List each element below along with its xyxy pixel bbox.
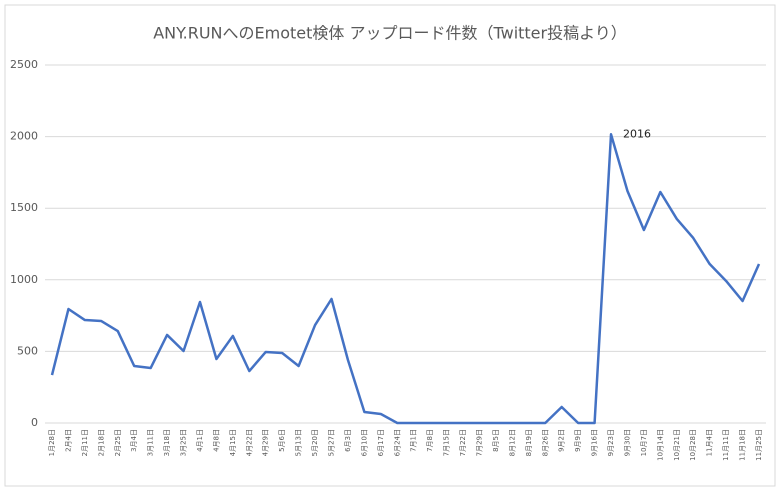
- x-tick-label: 3月18日: [163, 429, 171, 456]
- chart-title: ANY.RUNへのEmotet検体 アップロード件数（Twitter投稿より）: [153, 24, 627, 43]
- x-tick-label: 10月14日: [656, 429, 664, 461]
- x-tick-label: 10月28日: [689, 429, 697, 461]
- x-tick-label: 3月4日: [130, 429, 138, 452]
- x-tick-label: 4月8日: [212, 429, 220, 452]
- x-tick-label: 10月7日: [640, 429, 648, 456]
- x-tick-label: 5月6日: [278, 429, 286, 452]
- x-tick-label: 5月27日: [328, 429, 336, 456]
- x-tick-label: 11月4日: [706, 429, 714, 456]
- x-tick-label: 11月25日: [755, 429, 763, 461]
- x-tick-label: 11月18日: [739, 429, 747, 461]
- x-tick-label: 5月20日: [311, 429, 319, 456]
- x-tick-label: 4月15日: [229, 429, 237, 456]
- x-tick-label: 6月10日: [360, 429, 368, 456]
- x-tick-label: 7月15日: [443, 429, 451, 456]
- x-tick-label: 11月11日: [722, 429, 730, 461]
- x-tick-label: 3月11日: [147, 429, 155, 456]
- x-tick-label: 2月11日: [81, 429, 89, 456]
- x-tick-label: 2月18日: [97, 429, 105, 456]
- y-tick-label: 2000: [10, 130, 38, 143]
- x-tick-label: 8月5日: [492, 429, 500, 452]
- x-tick-label: 9月2日: [558, 429, 566, 452]
- y-tick-label: 1500: [10, 201, 38, 214]
- chart-frame: [4, 4, 776, 487]
- x-tick-label: 2月4日: [64, 429, 72, 452]
- x-tick-label: 8月19日: [525, 429, 533, 456]
- x-tick-label: 4月22日: [245, 429, 253, 456]
- x-tick-label: 7月1日: [410, 429, 418, 452]
- y-tick-label: 0: [31, 416, 38, 429]
- x-tick-label: 6月3日: [344, 429, 352, 452]
- x-tick-label: 6月17日: [377, 429, 385, 456]
- line: [50, 133, 761, 425]
- x-tick-label: 1月28日: [48, 429, 56, 456]
- x-tick-label: 2月25日: [114, 429, 122, 456]
- x-tick-label: 9月23日: [607, 429, 615, 456]
- x-tick-label: 9月9日: [574, 429, 582, 452]
- x-tick-label: 3月25日: [180, 429, 188, 456]
- x-tick-label: 7月29日: [475, 429, 483, 456]
- x-tick-label: 10月21日: [673, 429, 681, 461]
- y-tick-label: 1000: [10, 273, 38, 286]
- x-tick-label: 8月12日: [508, 429, 516, 456]
- x-tick-label: 7月22日: [459, 429, 467, 456]
- x-tick-label: 4月1日: [196, 429, 204, 452]
- x-tick-label: 4月29日: [262, 429, 270, 456]
- x-tick-label: 8月26日: [541, 429, 549, 456]
- y-tick-label: 2500: [10, 58, 38, 71]
- y-tick-label: 500: [17, 344, 38, 357]
- x-tick-label: 6月24日: [393, 429, 401, 456]
- x-tick-label: 9月30日: [623, 429, 631, 456]
- annotation: 2016: [623, 127, 651, 140]
- x-tick-label: 5月13日: [295, 429, 303, 456]
- x-tick-label: 7月8日: [426, 429, 434, 452]
- x-tick-label: 9月16日: [591, 429, 599, 456]
